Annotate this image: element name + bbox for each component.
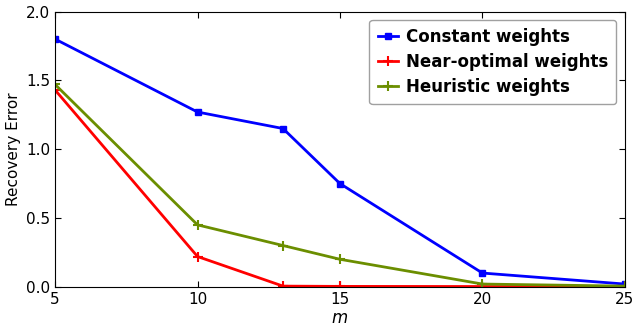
Near-optimal weights	[479, 284, 486, 288]
Near-optimal weights	[621, 285, 628, 289]
Constant weights	[479, 271, 486, 275]
Heuristic weights	[279, 243, 287, 247]
Constant weights	[621, 282, 628, 286]
Line: Heuristic weights: Heuristic weights	[50, 80, 630, 291]
Constant weights	[279, 127, 287, 131]
X-axis label: $m$: $m$	[332, 309, 349, 327]
Near-optimal weights	[194, 254, 202, 258]
Legend: Constant weights, Near-optimal weights, Heuristic weights: Constant weights, Near-optimal weights, …	[369, 20, 616, 104]
Near-optimal weights	[279, 284, 287, 288]
Line: Near-optimal weights: Near-optimal weights	[50, 85, 630, 291]
Heuristic weights	[336, 257, 344, 261]
Heuristic weights	[479, 282, 486, 286]
Heuristic weights	[51, 83, 59, 87]
Constant weights	[194, 110, 202, 114]
Heuristic weights	[621, 284, 628, 288]
Heuristic weights	[194, 223, 202, 227]
Constant weights	[336, 181, 344, 185]
Near-optimal weights	[51, 88, 59, 92]
Constant weights	[51, 37, 59, 41]
Line: Constant weights: Constant weights	[52, 36, 628, 287]
Y-axis label: Recovery Error: Recovery Error	[6, 92, 20, 206]
Near-optimal weights	[336, 284, 344, 288]
